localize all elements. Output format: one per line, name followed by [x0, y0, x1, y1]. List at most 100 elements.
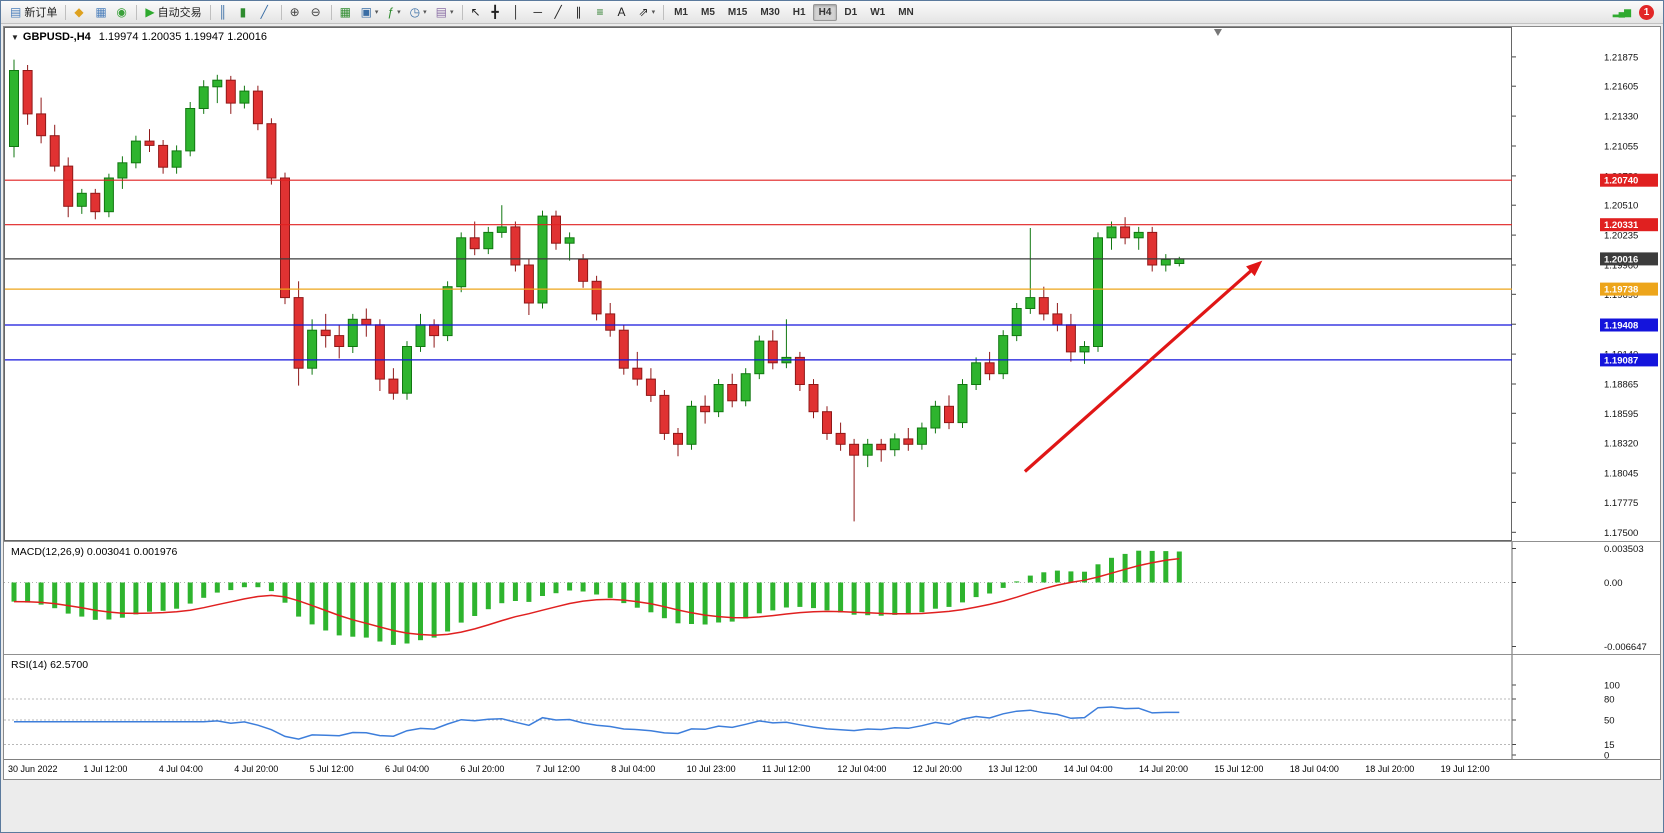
time-label: 10 Jul 23:00 — [686, 764, 736, 774]
text-button[interactable]: A — [614, 3, 634, 22]
zoom-out-button[interactable]: ⊖ — [307, 3, 327, 22]
trendline-button[interactable]: ╱ — [551, 3, 571, 22]
time-label: 6 Jul 04:00 — [385, 764, 430, 774]
tile-windows-button[interactable]: ▦ — [336, 3, 356, 22]
timeframe-d1-button[interactable]: D1 — [838, 4, 863, 21]
price-badge-support: 1.19408 — [1600, 318, 1658, 332]
navigator-button[interactable]: ◉ — [112, 3, 132, 22]
svg-text:1.21605: 1.21605 — [1604, 82, 1638, 93]
macd-signal-line — [13, 557, 1180, 636]
navigator-icon: ◉ — [116, 5, 127, 19]
indicators-button[interactable]: ƒ ▾ — [383, 3, 404, 22]
vertical-line-button[interactable]: │ — [509, 3, 529, 22]
line-chart-icon: ╱ — [260, 5, 268, 19]
candles-layer — [9, 59, 1185, 522]
time-axis[interactable]: 30 Jun 2022 1 Jul 12:00 4 Jul 04:00 4 Jul 2… — [4, 759, 1660, 779]
price-badge-resistance: 1.20331 — [1600, 218, 1658, 232]
timeframe-m5-button[interactable]: M5 — [695, 4, 721, 21]
channel-button[interactable]: ∥ — [572, 3, 592, 22]
cursor-button[interactable]: ↖ — [467, 3, 487, 22]
rsi-line — [14, 706, 1180, 740]
candlestick-chart-button[interactable]: ▮ — [236, 3, 256, 22]
line-chart-button[interactable]: ╱ — [257, 3, 277, 22]
time-label: 12 Jul 20:00 — [912, 764, 962, 774]
toolbar: ▤ 新订单 ◆ ▦ ◉ ▶ 自动交易 ║ ▮ ╱ ⊕ ⊖ ▦ ▣ ▾ ƒ ▾ ◷ ▾ ▤ ▾ ↖ ╋ │ ─ ╱ ∥ ≡ A ⇗ ▾ M1 M5… — [1, 1, 1663, 24]
toolbar-separator — [663, 4, 665, 20]
toolbar-separator — [330, 4, 332, 20]
autotrading-button[interactable]: ▶ 自动交易 — [141, 3, 205, 22]
toolbar-separator — [209, 4, 211, 20]
price-chart-canvas[interactable]: 1.218751.216051.213301.210551.207801.205… — [4, 27, 1660, 541]
text-icon: A — [617, 5, 626, 19]
zoom-out-icon: ⊖ — [310, 5, 321, 19]
templates-button[interactable]: ▤ ▾ — [432, 3, 458, 22]
chart-window: 1.218751.216051.213301.210551.207801.205… — [3, 26, 1661, 780]
tile-windows-icon: ▦ — [339, 5, 351, 19]
macd-pane: 0.003503 0.00 -0.006647 MACD(12,26,9) 0.00… — [4, 541, 1660, 654]
svg-text:1.17775: 1.17775 — [1604, 498, 1638, 509]
main-chart-pane: 1.218751.216051.213301.210551.207801.205… — [4, 27, 1660, 541]
toolbar-separator — [65, 4, 67, 20]
notification-badge[interactable]: 1 — [1639, 4, 1654, 20]
time-label: 1 Jul 12:00 — [83, 764, 128, 774]
data-window-icon: ▦ — [95, 5, 107, 19]
new-chart-button[interactable]: ▣ ▾ — [357, 3, 383, 22]
svg-text:0.003503: 0.003503 — [1604, 544, 1644, 555]
toolbar-separator — [136, 4, 138, 20]
svg-text:1.18320: 1.18320 — [1604, 439, 1638, 450]
crosshair-icon: ╋ — [491, 5, 499, 19]
arrows-button[interactable]: ⇗ ▾ — [635, 3, 660, 22]
autotrading-label: 自动交易 — [157, 7, 202, 19]
periods-button[interactable]: ◷ ▾ — [406, 3, 431, 22]
candlestick-chart-icon: ▮ — [239, 5, 247, 19]
price-badge-support: 1.19087 — [1600, 353, 1658, 367]
autotrading-icon: ▶ — [145, 5, 155, 19]
timeframe-mn-button[interactable]: MN — [892, 4, 920, 21]
svg-text:1.18045: 1.18045 — [1604, 469, 1638, 480]
new-order-label: 新订单 — [24, 7, 58, 19]
periods-icon: ◷ — [409, 5, 421, 19]
rsi-label: RSI(14) 62.5700 — [11, 659, 89, 671]
timeframe-h4-button[interactable]: H4 — [812, 3, 838, 21]
macd-label: MACD(12,26,9) 0.003041 0.001976 — [11, 546, 178, 558]
time-label: 30 Jun 2022 — [8, 764, 58, 774]
timeframe-w1-button[interactable]: W1 — [864, 4, 891, 21]
svg-text:0: 0 — [1604, 751, 1609, 760]
timeframe-m30-button[interactable]: M30 — [754, 4, 785, 21]
svg-text:1.19738: 1.19738 — [1604, 285, 1638, 296]
data-window-button[interactable]: ▦ — [91, 3, 111, 22]
svg-text:1.21055: 1.21055 — [1604, 142, 1638, 153]
svg-text:0.00: 0.00 — [1604, 578, 1623, 589]
crosshair-button[interactable]: ╋ — [488, 3, 508, 22]
collapse-chart-icon[interactable]: ▼ — [11, 33, 19, 42]
fibonacci-button[interactable]: ≡ — [593, 3, 613, 22]
bar-chart-button[interactable]: ║ — [215, 3, 235, 22]
timeframe-m15-button[interactable]: M15 — [722, 4, 753, 21]
time-label: 12 Jul 04:00 — [837, 764, 887, 774]
time-label: 4 Jul 04:00 — [158, 764, 203, 774]
horizontal-line-button[interactable]: ─ — [530, 3, 550, 22]
templates-icon: ▤ — [435, 5, 447, 19]
market-watch-icon: ◆ — [74, 5, 84, 19]
svg-text:50: 50 — [1604, 716, 1615, 727]
rsi-canvas[interactable]: 100 80 50 150 — [4, 655, 1660, 759]
zoom-in-icon: ⊕ — [289, 5, 300, 19]
new-order-button[interactable]: ▤ 新订单 — [6, 3, 61, 22]
zoom-in-button[interactable]: ⊕ — [286, 3, 306, 22]
vertical-line-icon: │ — [512, 5, 521, 19]
new-chart-icon: ▣ — [360, 5, 372, 19]
dropdown-caret-icon: ▾ — [374, 9, 379, 16]
timeframe-h1-button[interactable]: H1 — [787, 4, 812, 21]
time-label: 18 Jul 20:00 — [1365, 764, 1415, 774]
trendline-icon: ╱ — [554, 5, 562, 19]
time-label: 18 Jul 04:00 — [1289, 764, 1339, 774]
svg-text:1.19960: 1.19960 — [1604, 261, 1638, 272]
trend-arrow — [1023, 260, 1263, 473]
timeframe-m1-button[interactable]: M1 — [668, 4, 694, 21]
svg-text:1.17500: 1.17500 — [1604, 528, 1638, 539]
market-watch-button[interactable]: ◆ — [70, 3, 90, 22]
chart-title: ▼ GBPUSD-,H4 1.19974 1.20035 1.19947 1.200… — [11, 31, 267, 43]
time-label: 11 Jul 12:00 — [762, 764, 811, 774]
macd-canvas[interactable]: 0.003503 0.00 -0.006647 — [4, 542, 1660, 654]
